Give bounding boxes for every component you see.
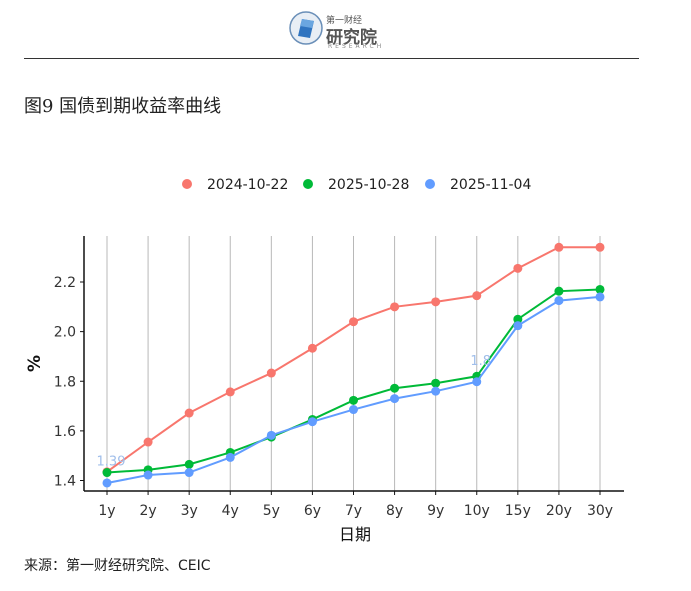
header-divider: [24, 58, 639, 59]
logo-text-institute: 研究院: [326, 28, 377, 48]
x-tick-label-9y: 9y: [427, 503, 444, 519]
data-point-2024-10-22-2y: [143, 437, 153, 447]
data-point-2025-11-04-2y: [143, 470, 153, 480]
x-tick-label-8y: 8y: [386, 503, 403, 519]
legend-marker-2025-10-28: [303, 179, 313, 189]
y-tick-label-1.4: 1.4: [54, 474, 76, 490]
legend-label-2025-10-28: 2025-10-28: [328, 177, 409, 193]
data-point-2024-10-22-10y: [472, 291, 482, 301]
data-point-2025-11-04-15y: [513, 321, 523, 331]
data-point-2025-11-04-10y: [472, 377, 482, 387]
data-point-2025-10-28-7y: [349, 395, 358, 405]
x-tick-label-10y: 10y: [464, 503, 490, 519]
logo-text-yicai: 第一财经: [326, 16, 363, 26]
data-point-2025-11-04-5y: [266, 430, 276, 440]
data-point-2025-10-28-1y: [102, 468, 112, 478]
y-tick-label-1.8: 1.8: [54, 374, 76, 390]
logo-emblem-icon: [289, 11, 323, 45]
data-point-2025-11-04-9y: [431, 386, 441, 396]
data-point-2025-11-04-30y: [595, 292, 605, 302]
data-point-2025-10-28-3y: [184, 459, 194, 469]
yield-curve-chart: 2024-10-22 2025-10-28 2025-11-04 1.4 1.6 1.8 2…: [25, 177, 624, 544]
data-point-2025-11-04-6y: [307, 417, 317, 427]
y-tick-label-2.2: 2.2: [54, 275, 76, 291]
x-tick-label-2y: 2y: [139, 503, 156, 519]
x-tick-label-3y: 3y: [181, 503, 198, 519]
annotation-1.8: 1.8: [470, 354, 491, 369]
report-header: 第一财经 研究院 RESEARCH: [0, 0, 691, 60]
data-point-2025-11-04-7y: [349, 405, 358, 415]
data-point-2025-11-04-4y: [225, 452, 235, 462]
data-point-2025-11-04-20y: [554, 296, 564, 306]
data-point-2025-11-04-3y: [184, 468, 194, 478]
legend-label-2025-11-04: 2025-11-04: [450, 177, 531, 193]
y-tick-label-2.0: 2.0: [54, 325, 76, 341]
data-point-2025-10-28-30y: [595, 284, 605, 294]
data-point-2024-10-22-4y: [225, 387, 235, 397]
data-point-2024-10-22-20y: [554, 242, 564, 252]
figure-title: 图9 国债到期收益率曲线: [24, 96, 222, 117]
logo-text-research: RESEARCH: [328, 43, 385, 50]
data-point-2024-10-22-8y: [390, 302, 400, 312]
legend-marker-2024-10-22: [182, 179, 192, 189]
x-tick-label-30y: 30y: [587, 503, 613, 519]
data-point-2024-10-22-5y: [266, 368, 276, 378]
data-point-2025-10-28-9y: [431, 378, 441, 388]
legend-label-2024-10-22: 2024-10-22: [207, 177, 288, 193]
legend-marker-2025-11-04: [425, 179, 435, 189]
data-point-2024-10-22-15y: [513, 263, 523, 273]
x-tick-label-6y: 6y: [304, 503, 321, 519]
source-note: 来源：第一财经研究院、CEIC: [24, 558, 211, 574]
y-axis-title: %: [25, 355, 45, 372]
data-point-2025-11-04-8y: [390, 394, 400, 404]
annotation-1.39: 1.39: [97, 455, 126, 470]
data-point-2024-10-22-7y: [349, 317, 358, 327]
data-point-2024-10-22-9y: [431, 297, 441, 307]
x-tick-label-1y: 1y: [98, 503, 115, 519]
data-point-2024-10-22-3y: [184, 408, 194, 418]
data-point-2025-10-28-15y: [513, 314, 523, 324]
x-tick-label-4y: 4y: [222, 503, 239, 519]
x-tick-label-15y: 15y: [505, 503, 531, 519]
data-point-2025-10-28-20y: [554, 286, 564, 296]
x-tick-label-5y: 5y: [263, 503, 280, 519]
x-tick-label-7y: 7y: [345, 503, 362, 519]
x-axis-title: 日期: [339, 525, 371, 544]
data-point-2025-10-28-8y: [390, 383, 400, 393]
data-point-2024-10-22-30y: [595, 242, 605, 252]
data-point-2024-10-22-6y: [307, 343, 317, 353]
yicai-research-logo: 第一财经 研究院 RESEARCH: [288, 10, 388, 50]
y-tick-label-1.6: 1.6: [54, 424, 76, 440]
x-tick-label-20y: 20y: [546, 503, 572, 519]
data-point-2025-11-04-1y: [102, 478, 112, 488]
